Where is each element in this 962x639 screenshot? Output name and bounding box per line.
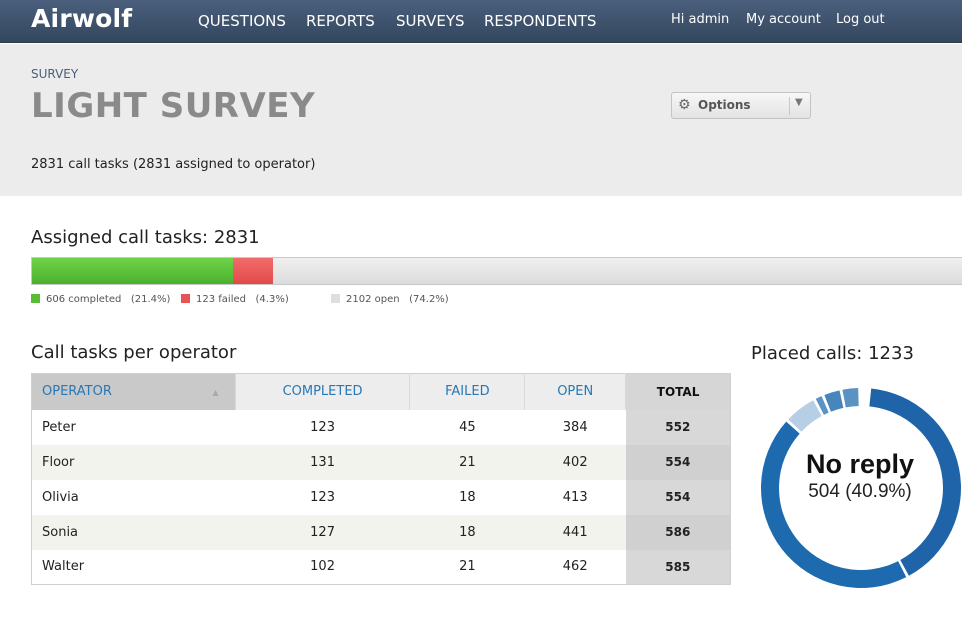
chevron-down-icon: ▼ <box>795 97 803 108</box>
operator-name-cell: Olivia <box>42 489 79 505</box>
logout-link[interactable]: Log out <box>836 12 885 27</box>
table-row[interactable]: Peter 123 45 384 552 <box>32 409 731 445</box>
completed-cell: 123 <box>310 489 335 505</box>
total-cell: 585 <box>625 549 731 585</box>
col-open[interactable]: OPEN <box>524 373 627 410</box>
completed-cell: 131 <box>235 444 410 480</box>
operator-name-cell: Walter <box>42 559 85 575</box>
top-nav-bar: Airwolf QUESTIONS REPORTS SURVEYS RESPON… <box>0 0 962 43</box>
highlight-value: 504 (40.9%) <box>808 481 912 502</box>
operator-name-cell: Peter <box>42 419 76 435</box>
open-cell: 402 <box>524 444 626 480</box>
col-operator[interactable]: OPERATOR ▲ <box>31 373 236 410</box>
donut-slice[interactable] <box>842 388 859 408</box>
col-total: TOTAL <box>625 373 731 410</box>
progress-completed-segment <box>32 258 233 284</box>
breadcrumb[interactable]: SURVEY <box>31 67 79 81</box>
open-cell: 441 <box>524 514 626 550</box>
legend-label: 606 completed <box>46 294 122 305</box>
table-header-row: OPERATOR ▲ COMPLETED FAILED OPEN TOTAL <box>31 373 731 410</box>
total-cell: 552 <box>625 409 731 445</box>
placed-calls-title: Placed calls: 1233 <box>751 343 914 364</box>
failed-cell: 18 <box>459 489 476 505</box>
donut-slice[interactable] <box>869 388 961 576</box>
donut-slice[interactable] <box>788 400 822 432</box>
donut-slice[interactable] <box>761 421 907 588</box>
nav-surveys[interactable]: SURVEYS <box>396 12 465 30</box>
highlight-label: No reply <box>805 449 915 479</box>
completed-cell: 123 <box>310 419 335 435</box>
failed-cell: 18 <box>409 514 525 550</box>
completed-cell: 127 <box>235 514 410 550</box>
assigned-title: Assigned call tasks: 2831 <box>31 227 260 248</box>
donut-slice[interactable] <box>815 396 829 415</box>
nav-respondents[interactable]: RESPONDENTS <box>484 12 597 30</box>
failed-cell: 21 <box>409 444 525 480</box>
survey-header: SURVEY LIGHT SURVEY 2831 call tasks (283… <box>0 44 962 196</box>
operator-name-cell: Floor <box>31 444 236 480</box>
legend-completed: 606 completed (21.4%) <box>31 294 170 305</box>
gear-icon: ⚙ <box>678 97 691 113</box>
my-account-link[interactable]: My account <box>746 12 821 27</box>
open-cell: 462 <box>562 559 588 575</box>
col-failed[interactable]: FAILED <box>409 373 526 410</box>
placed-calls-donut <box>761 388 961 588</box>
table-row[interactable]: Floor 131 21 402 554 <box>31 444 731 480</box>
open-cell: 413 <box>562 489 588 505</box>
table-row[interactable]: Olivia 123 18 413 554 <box>32 479 731 515</box>
failed-cell: 21 <box>459 559 476 575</box>
user-greeting: Hi admin <box>671 12 730 27</box>
col-completed[interactable]: COMPLETED <box>235 373 411 410</box>
legend-pct: (21.4%) <box>130 294 171 305</box>
progress-failed-segment <box>233 258 273 284</box>
sort-asc-icon: ▲ <box>212 388 219 397</box>
donut-slice[interactable] <box>824 390 844 412</box>
call-task-summary: 2831 call tasks (2831 assigned to operat… <box>31 157 316 172</box>
legend-pct: (74.2%) <box>409 294 449 305</box>
open-cell: 384 <box>562 419 588 435</box>
table-row[interactable]: Walter 102 21 462 585 <box>32 549 731 585</box>
legend-swatch <box>181 294 190 303</box>
total-cell: 586 <box>625 514 731 550</box>
legend-open: 2102 open (74.2%) <box>331 294 449 305</box>
brand-logo[interactable]: Airwolf <box>31 4 133 33</box>
completed-cell: 102 <box>310 559 335 575</box>
legend-swatch <box>31 294 40 303</box>
assigned-progress-bar <box>31 257 962 285</box>
options-label: Options <box>698 98 751 112</box>
legend-label: 2102 open <box>346 294 400 305</box>
nav-reports[interactable]: REPORTS <box>306 12 375 30</box>
total-cell: 554 <box>625 479 731 515</box>
operators-table: OPERATOR ▲ COMPLETED FAILED OPEN TOTAL Pe… <box>31 373 731 585</box>
legend-pct: (4.3%) <box>255 294 289 305</box>
page-title: LIGHT SURVEY <box>31 86 316 126</box>
total-cell: 554 <box>625 444 731 480</box>
legend-swatch <box>331 294 340 303</box>
operator-name-cell: Sonia <box>31 514 236 550</box>
legend-failed: 123 failed (4.3%) <box>181 294 289 305</box>
options-dropdown[interactable]: ⚙ Options ▼ <box>671 92 811 119</box>
table-row[interactable]: Sonia 127 18 441 586 <box>31 514 731 550</box>
failed-cell: 45 <box>459 419 476 435</box>
col-label: OPERATOR <box>42 384 112 400</box>
legend-label: 123 failed <box>196 294 246 305</box>
operators-title: Call tasks per operator <box>31 342 237 363</box>
nav-questions[interactable]: QUESTIONS <box>198 12 286 30</box>
donut-center-label: No reply 504 (40.9%) <box>761 449 959 503</box>
divider <box>789 97 790 115</box>
